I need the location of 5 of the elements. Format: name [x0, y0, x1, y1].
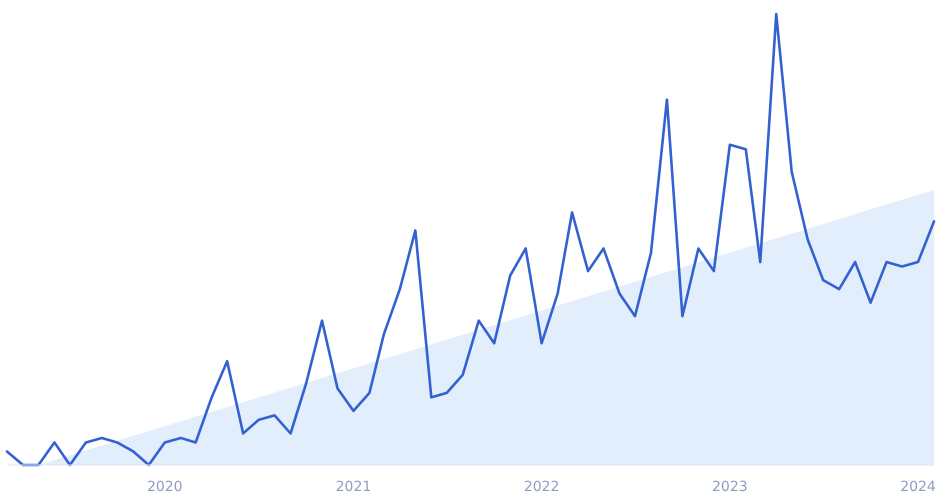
x-tick-label: 2024	[900, 479, 936, 495]
x-tick-label: 2020	[146, 479, 183, 495]
x-tick-label: 2022	[524, 479, 560, 495]
x-tick-label: 2023	[712, 479, 748, 495]
x-tick-label: 2021	[336, 479, 372, 495]
